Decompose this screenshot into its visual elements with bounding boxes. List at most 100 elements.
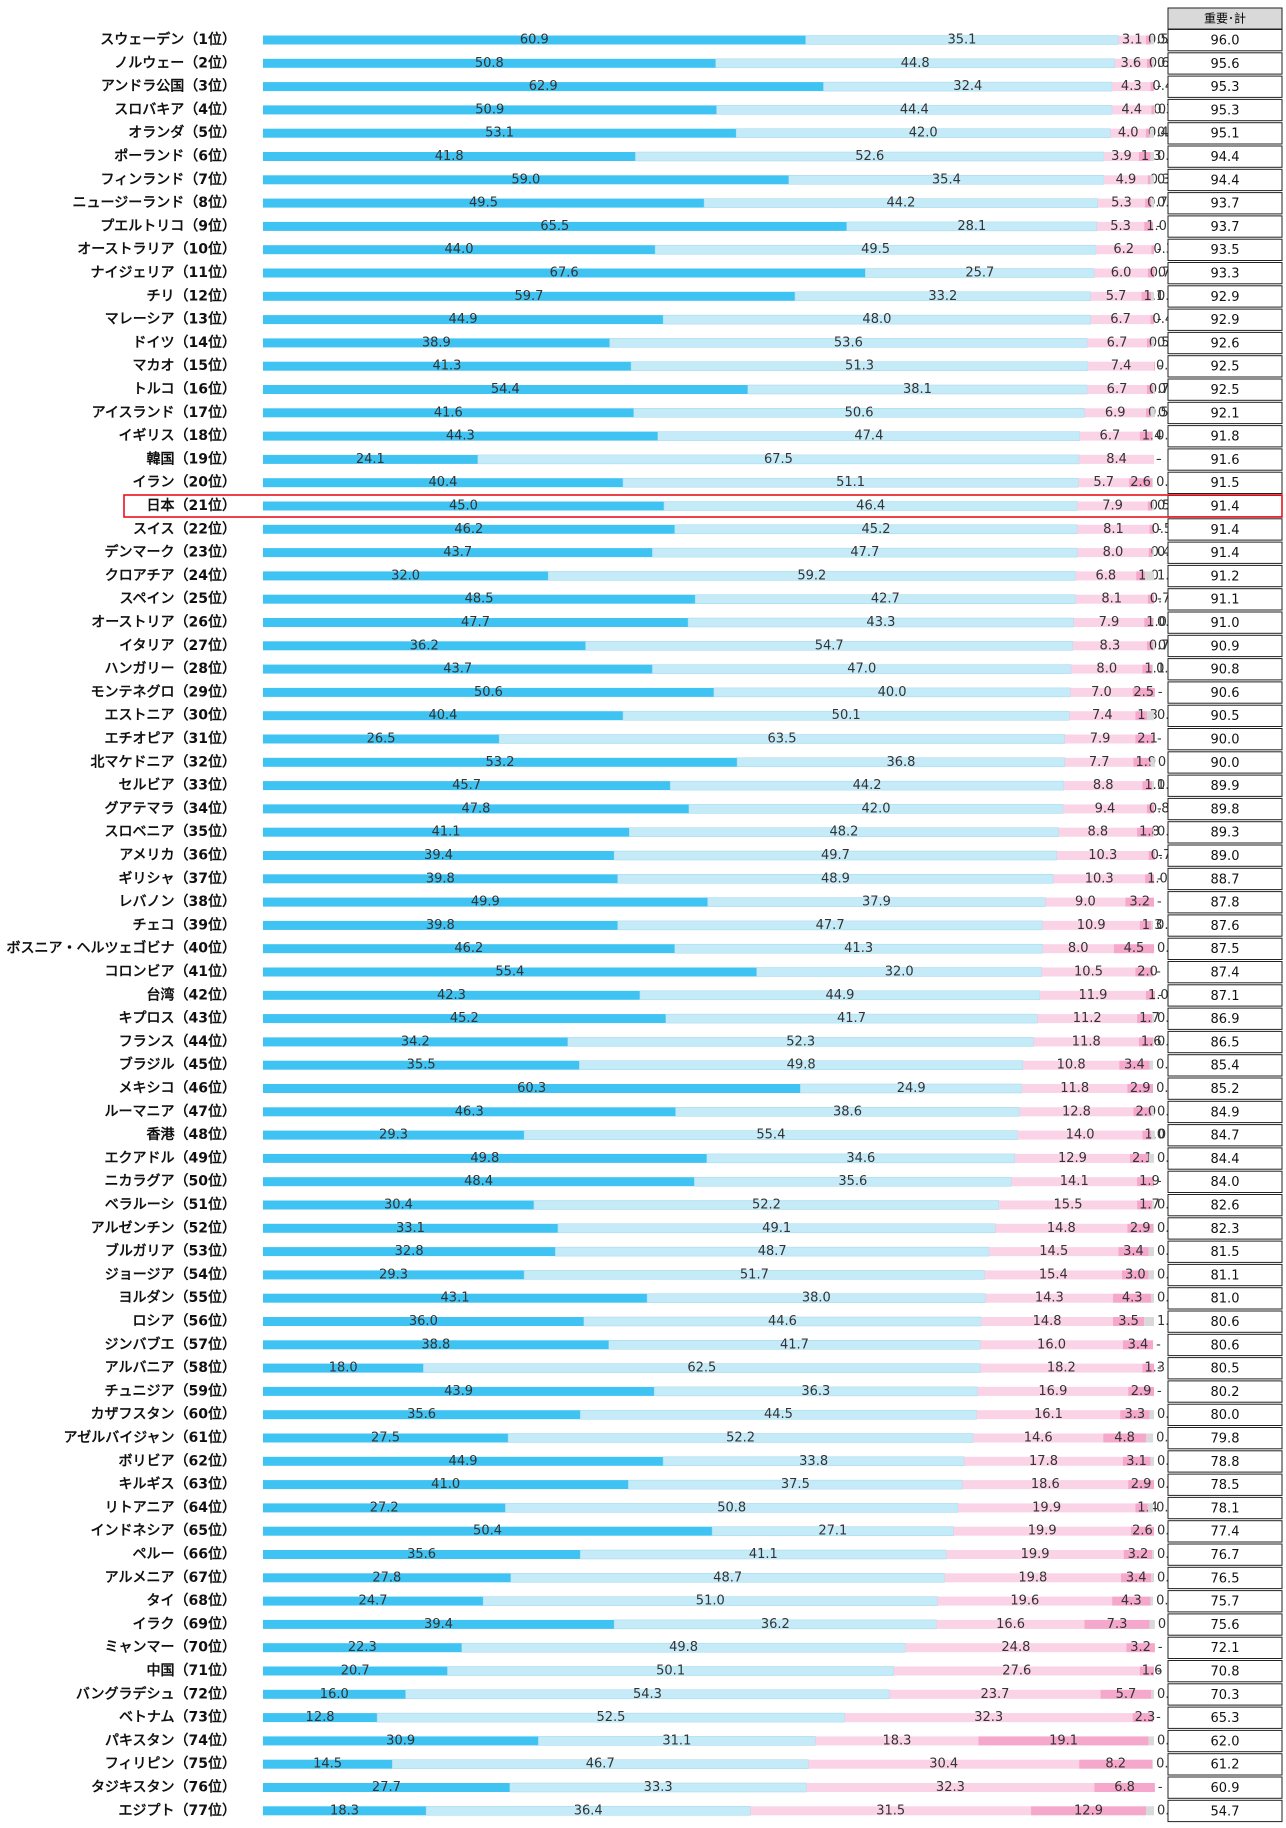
value-label: 4.0	[1118, 126, 1139, 141]
total-box	[1167, 1287, 1283, 1310]
value-label: 35.4	[932, 172, 961, 187]
total-box	[1167, 1217, 1283, 1240]
total-box	[1167, 192, 1283, 215]
bar-segment	[263, 851, 615, 860]
value-label: 3.1	[1126, 1454, 1147, 1469]
bar-segment	[1080, 431, 1140, 441]
bar-segment	[1121, 1270, 1149, 1280]
bar-segment	[1133, 757, 1151, 767]
value-label: 41.0	[431, 1477, 460, 1492]
category-label: フィンランド（7位）	[101, 171, 236, 188]
value-label: 47.8	[461, 801, 490, 816]
bar-segment	[1152, 478, 1154, 488]
value-label: 1.1	[1144, 778, 1165, 793]
bar-segment	[1100, 1689, 1152, 1699]
value-label: 48.5	[465, 592, 494, 607]
bar-segment	[1152, 1200, 1154, 1210]
value-label: 4.8	[1114, 1431, 1135, 1446]
bar-segment	[1031, 1806, 1146, 1816]
value-label: 3.9	[1111, 149, 1132, 164]
bar-segment	[1079, 1759, 1153, 1769]
total-value: 86.5	[1211, 1035, 1240, 1050]
bar-segment	[1151, 1130, 1155, 1140]
value-label: 1.8	[1139, 825, 1160, 840]
value-label: 46.3	[455, 1104, 484, 1119]
bar-segment	[1056, 851, 1149, 860]
category-label: エストニア（30位）	[105, 707, 236, 724]
bar-segment	[1135, 1503, 1148, 1513]
category-label: アルバニア（58位）	[105, 1359, 236, 1376]
category-label: カザフスタン（60位）	[91, 1406, 236, 1423]
category-label: グアテマラ（34位）	[105, 800, 236, 817]
bar-segment	[1129, 478, 1153, 488]
category-label: オーストリア（26位）	[91, 614, 236, 631]
value-label: 49.1	[762, 1221, 791, 1236]
bar-segment	[1073, 618, 1145, 627]
value-label: 45.7	[452, 778, 481, 793]
bar-segment	[1152, 781, 1154, 791]
value-label: 26.5	[367, 732, 396, 747]
value-label: 10.3	[1085, 871, 1114, 886]
value-label: -	[1156, 452, 1161, 467]
bar-segment	[978, 1736, 1149, 1746]
value-label: 0.5	[1150, 499, 1171, 514]
bar-segment	[1147, 268, 1154, 278]
value-label: 43.7	[443, 545, 472, 560]
bar-segment	[1147, 175, 1151, 185]
value-label: 19.1	[1049, 1733, 1078, 1748]
value-label: 1.4	[1142, 429, 1163, 444]
value-label: 44.9	[449, 312, 478, 327]
bar-segment	[263, 1619, 615, 1629]
bar-segment	[1150, 408, 1155, 418]
value-label: 18.0	[329, 1361, 358, 1376]
value-label: 47.7	[850, 545, 879, 560]
value-label: 1.0	[1146, 219, 1167, 234]
bar-segment	[1154, 105, 1155, 115]
bar-segment	[1145, 1433, 1154, 1443]
value-label: 50.6	[845, 405, 874, 420]
bar-segment	[998, 1200, 1138, 1210]
category-label: ジョージア（54位）	[105, 1266, 236, 1283]
value-label: 32.3	[936, 1780, 965, 1795]
total-value: 90.8	[1211, 663, 1240, 678]
category-label: スウェーデン（1位）	[100, 31, 236, 48]
total-box	[1167, 1660, 1283, 1683]
bar-segment	[1146, 641, 1154, 651]
value-label: 36.2	[761, 1617, 790, 1632]
total-box	[1167, 75, 1283, 98]
value-label: 3.2	[1130, 1640, 1151, 1655]
bar-segment	[1071, 664, 1143, 674]
bar-segment	[1096, 221, 1145, 231]
total-value: 92.9	[1211, 290, 1240, 305]
value-label: 28.1	[957, 219, 986, 234]
value-label: 10.9	[1077, 918, 1106, 933]
value-label: 30.4	[384, 1198, 413, 1213]
category-label: スロベニア（35位）	[105, 823, 236, 840]
bar-segment	[980, 1363, 1143, 1373]
bar-segment	[263, 1573, 511, 1583]
bar-segment	[263, 781, 671, 791]
category-label: 香港（48位）	[146, 1126, 236, 1143]
category-label: ジンバブエ（57位）	[105, 1336, 236, 1353]
value-label: 50.6	[474, 685, 503, 700]
value-label: -	[1157, 452, 1162, 467]
total-value: 80.6	[1211, 1315, 1240, 1330]
category-label: アゼルバイジャン（61位）	[63, 1429, 236, 1446]
total-value: 70.3	[1211, 1688, 1240, 1703]
value-label: 14.0	[1066, 1128, 1095, 1143]
bar-segment	[1147, 501, 1153, 511]
value-label: 7.3	[1107, 1617, 1128, 1632]
bar-segment	[263, 1084, 801, 1093]
category-label: ブラジル（45位）	[119, 1056, 236, 1073]
category-label: ボリビア（62位）	[119, 1452, 236, 1469]
total-box	[1167, 1357, 1283, 1380]
value-label: 15.4	[1039, 1267, 1068, 1282]
value-label: 1.0	[1147, 871, 1168, 886]
total-box	[1167, 518, 1283, 541]
bar-segment	[1137, 1014, 1153, 1024]
total-value: 89.8	[1211, 802, 1240, 817]
bar-segment	[263, 35, 806, 45]
bar-segment	[263, 501, 664, 511]
category-label: ルーマニア（47位）	[105, 1103, 236, 1120]
value-label: 43.7	[443, 662, 472, 677]
